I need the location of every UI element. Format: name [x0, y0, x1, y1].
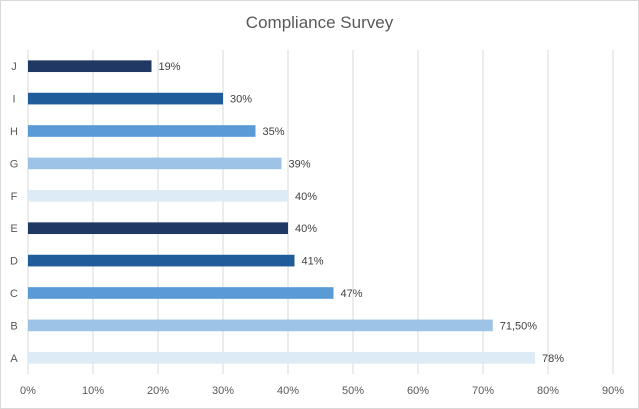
- x-tick-label: 0%: [20, 385, 36, 397]
- y-tick-label: F: [11, 191, 18, 203]
- y-tick-label: A: [10, 353, 18, 365]
- y-tick-label: G: [10, 158, 19, 170]
- bar-f: [28, 189, 288, 202]
- bar-i: [28, 92, 223, 105]
- y-tick-label: C: [10, 288, 18, 300]
- y-tick-label: D: [10, 256, 18, 268]
- data-label: 35%: [263, 126, 285, 138]
- bar-j: [28, 60, 152, 73]
- bar-a: [28, 351, 535, 364]
- y-tick-label: I: [12, 94, 15, 106]
- x-tick-label: 50%: [342, 385, 364, 397]
- bar-c: [28, 287, 334, 299]
- data-label: 30%: [230, 94, 252, 106]
- data-label: 40%: [295, 191, 317, 203]
- x-tick-label: 90%: [602, 385, 624, 397]
- data-label: 19%: [159, 61, 181, 73]
- y-tick-label: H: [10, 126, 18, 138]
- x-axis-ticks: 0% 10% 20% 30% 40% 50% 60% 70% 80% 90%: [20, 385, 624, 397]
- data-label: 71,50%: [500, 320, 538, 332]
- data-label: 78%: [542, 353, 564, 365]
- x-tick-label: 10%: [82, 385, 104, 397]
- chart-title: Compliance Survey: [245, 13, 394, 32]
- x-tick-label: 60%: [407, 385, 429, 397]
- data-label: 40%: [295, 223, 317, 235]
- x-tick-label: 20%: [147, 385, 169, 397]
- bar-h: [28, 125, 256, 137]
- bar-g: [28, 157, 282, 170]
- data-label: 39%: [289, 158, 311, 170]
- y-tick-label: B: [10, 320, 17, 332]
- x-tick-label: 30%: [212, 385, 234, 397]
- bars: [28, 60, 535, 364]
- bar-e: [28, 222, 288, 235]
- x-tick-label: 40%: [277, 385, 299, 397]
- y-axis-ticks: A B C D E F G H I J: [10, 61, 19, 365]
- x-tick-label: 80%: [537, 385, 559, 397]
- bar-d: [28, 254, 295, 267]
- data-labels: 78% 71,50% 47% 41% 40% 40% 39% 35% 30% 19%: [159, 61, 565, 365]
- x-tick-label: 70%: [472, 385, 494, 397]
- y-tick-label: J: [11, 61, 17, 73]
- data-label: 47%: [341, 288, 363, 300]
- bar-b: [28, 319, 493, 332]
- data-label: 41%: [302, 256, 324, 268]
- y-tick-label: E: [10, 223, 17, 235]
